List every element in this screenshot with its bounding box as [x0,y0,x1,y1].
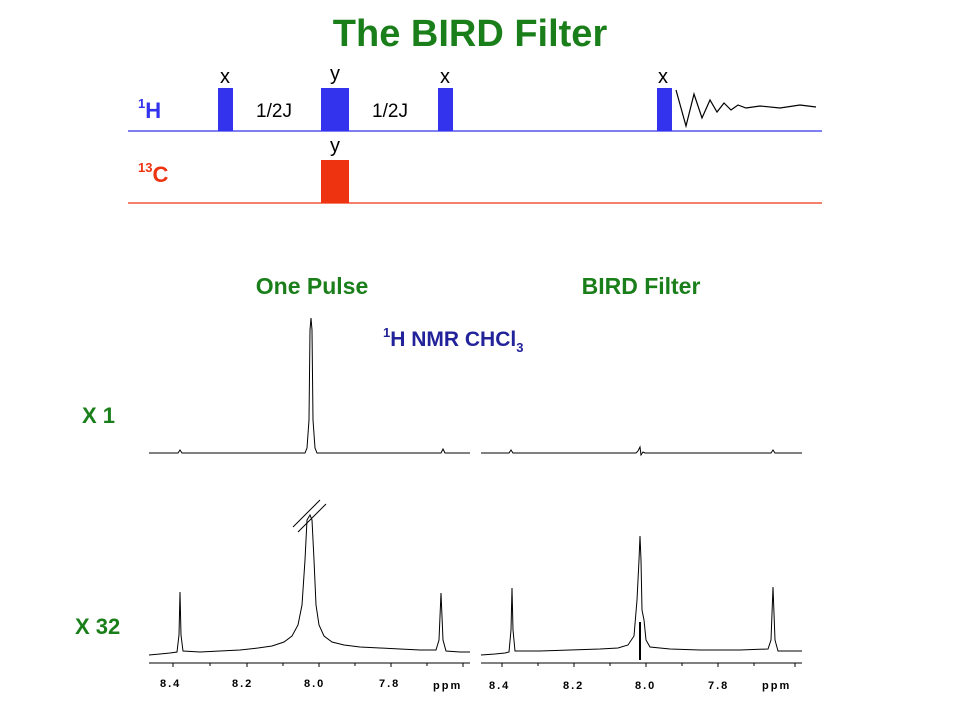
tick-left-8.0: 8.0 [304,678,325,690]
axis-left [149,662,470,667]
header-one-pulse: One Pulse [256,273,368,299]
row-label-x1: X 1 [82,403,115,428]
h-pulse-90x-1 [218,88,233,131]
h-pulse-90x-3 [657,88,672,131]
row-label-x32: X 32 [75,614,120,639]
h-pulse-2-phase: y [330,63,340,85]
spectrum-one-pulse-x32 [148,499,470,656]
tick-left-8.4: 8.4 [160,678,181,690]
c-channel-label: 13C [138,160,168,187]
h-pulse-90x-2 [438,88,453,131]
pulse-sequence-diagram: 1H 13C x y x x y 1/2J 1/2J [128,63,822,204]
delay-label-2: 1/2J [372,101,408,122]
delay-label-1: 1/2J [256,101,292,122]
h-pulse-1-phase: x [220,66,230,88]
spectrum-bird-x1 [481,445,802,457]
tick-right-7.8: 7.8 [708,680,729,692]
c-pulse-phase: y [330,135,340,157]
h-pulse-180y [321,88,349,131]
spectrum-one-pulse-x1 [149,317,470,454]
sample-label: 1H NMR CHCl3 [383,325,523,355]
header-bird-filter: BIRD Filter [582,273,701,299]
axis-right [481,662,802,667]
c-pulse-180y [321,160,349,203]
unit-left-ppm: ppm [433,680,462,692]
h-pulse-4-phase: x [658,66,668,88]
h-pulse-3-phase: x [440,66,450,88]
h-channel-label: 1H [138,96,161,123]
tick-right-8.0: 8.0 [635,680,656,692]
tick-left-7.8: 7.8 [379,678,400,690]
fid-signal [675,89,817,129]
tick-right-8.4: 8.4 [489,680,510,692]
unit-right-ppm: ppm [762,680,791,692]
slide-title: The BIRD Filter [333,13,608,55]
spectrum-bird-x32 [480,535,802,660]
tick-left-8.2: 8.2 [232,678,253,690]
tick-right-8.2: 8.2 [563,680,584,692]
